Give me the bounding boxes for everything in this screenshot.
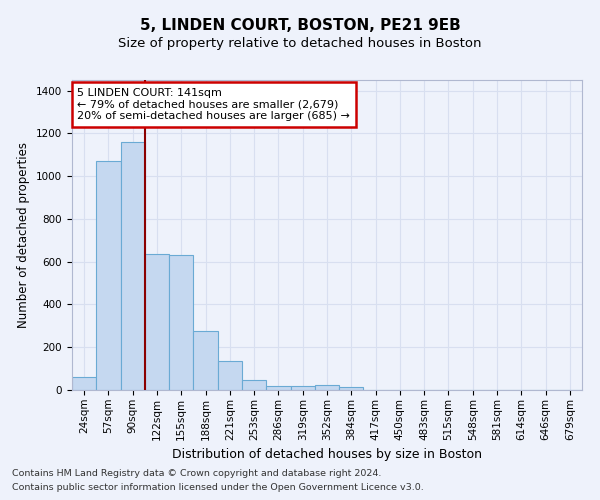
Bar <box>169 255 193 390</box>
Text: Contains public sector information licensed under the Open Government Licence v3: Contains public sector information licen… <box>12 484 424 492</box>
Text: Size of property relative to detached houses in Boston: Size of property relative to detached ho… <box>118 38 482 51</box>
Bar <box>121 142 145 390</box>
Bar <box>242 380 266 390</box>
Text: 5 LINDEN COURT: 141sqm
← 79% of detached houses are smaller (2,679)
20% of semi-: 5 LINDEN COURT: 141sqm ← 79% of detached… <box>77 88 350 121</box>
Text: Contains HM Land Registry data © Crown copyright and database right 2024.: Contains HM Land Registry data © Crown c… <box>12 468 382 477</box>
X-axis label: Distribution of detached houses by size in Boston: Distribution of detached houses by size … <box>172 448 482 461</box>
Bar <box>145 254 169 390</box>
Bar <box>96 161 121 390</box>
Bar <box>315 384 339 390</box>
Y-axis label: Number of detached properties: Number of detached properties <box>17 142 31 328</box>
Bar <box>266 386 290 390</box>
Text: 5, LINDEN COURT, BOSTON, PE21 9EB: 5, LINDEN COURT, BOSTON, PE21 9EB <box>140 18 460 32</box>
Bar <box>193 330 218 390</box>
Bar <box>72 376 96 390</box>
Bar <box>339 387 364 390</box>
Bar <box>290 386 315 390</box>
Bar <box>218 361 242 390</box>
